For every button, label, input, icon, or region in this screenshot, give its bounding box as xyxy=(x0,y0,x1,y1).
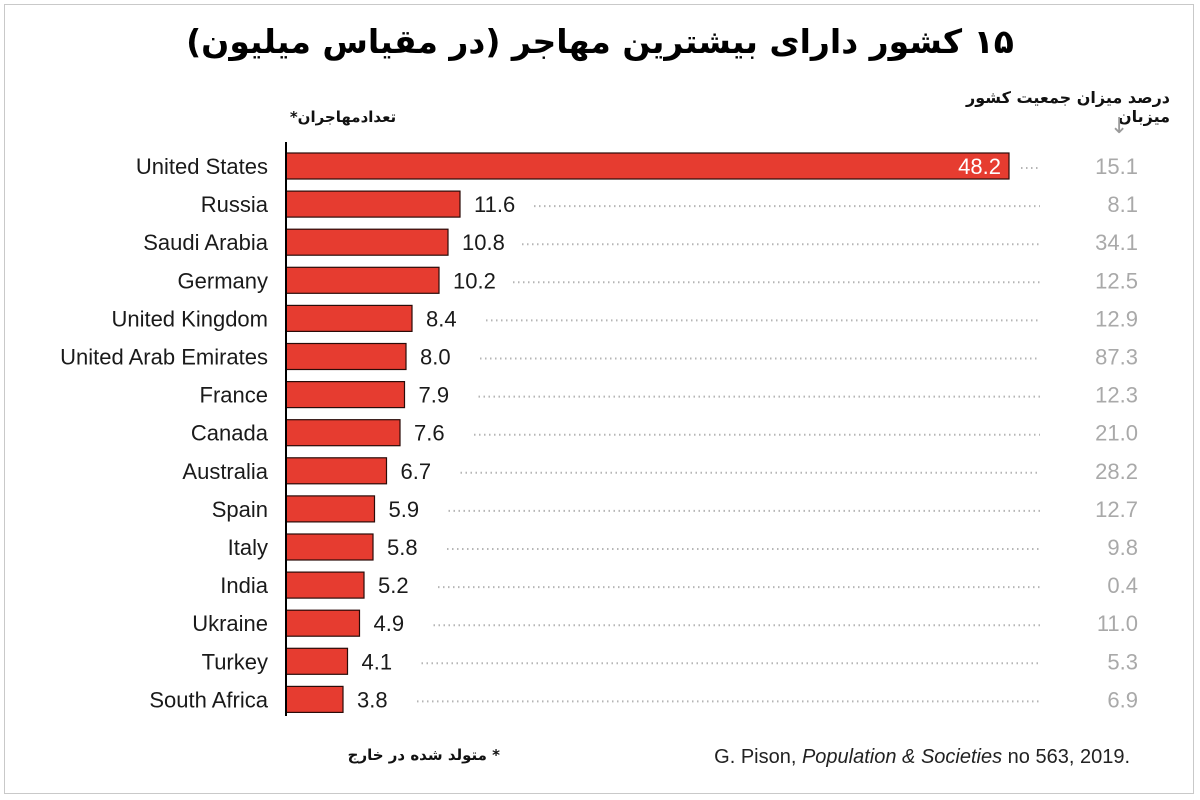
percent-label: 34.1 xyxy=(1095,230,1138,255)
down-arrow-icon: ↓ xyxy=(1110,114,1129,139)
value-label: 10.2 xyxy=(453,268,496,293)
percent-label: 8.1 xyxy=(1107,192,1138,217)
bar xyxy=(285,190,461,218)
category-label: South Africa xyxy=(149,687,268,712)
percent-label: 12.9 xyxy=(1095,306,1138,331)
value-label: 5.2 xyxy=(378,573,409,598)
percent-label: 12.7 xyxy=(1095,497,1138,522)
category-label: Ukraine xyxy=(192,611,268,636)
bar xyxy=(285,571,365,599)
value-label: 8.4 xyxy=(426,306,457,331)
percent-label: 12.5 xyxy=(1095,268,1138,293)
bar xyxy=(285,609,361,637)
value-label: 4.1 xyxy=(362,649,393,674)
chart-frame xyxy=(4,4,1194,794)
chart-title: ۱۵ کشور دارای بیشترین مهاجر (در مقیاس می… xyxy=(186,22,1014,61)
value-label: 5.8 xyxy=(387,535,418,560)
percent-label: 9.8 xyxy=(1107,535,1138,560)
category-label: India xyxy=(220,573,268,598)
category-label: United Kingdom xyxy=(111,306,268,331)
bar xyxy=(285,419,401,447)
bar xyxy=(285,381,406,409)
value-label: 3.8 xyxy=(357,687,388,712)
percent-column-header: درصد میزان جمعیت کشور میزبان xyxy=(966,88,1170,126)
bar xyxy=(285,228,449,256)
category-label: Turkey xyxy=(202,649,268,674)
value-label: 8.0 xyxy=(420,345,451,370)
percent-label: 21.0 xyxy=(1095,421,1138,446)
percent-label: 12.3 xyxy=(1095,383,1138,408)
bar xyxy=(285,647,349,675)
source-citation: G. Pison, Population & Societies no 563,… xyxy=(714,746,1130,768)
value-column-header: تعدادمهاجران* xyxy=(289,108,397,126)
percent-label: 6.9 xyxy=(1107,687,1138,712)
value-label: 10.8 xyxy=(462,230,505,255)
category-label: United States xyxy=(136,154,268,179)
bar xyxy=(285,266,440,294)
percent-label: 87.3 xyxy=(1095,345,1138,370)
footnote: * متولد شده در خارج xyxy=(347,746,500,764)
bar xyxy=(285,495,376,523)
category-label: Australia xyxy=(182,459,268,484)
percent-label: 15.1 xyxy=(1095,154,1138,179)
category-label: United Arab Emirates xyxy=(60,345,268,370)
bar xyxy=(285,685,344,714)
value-label: 7.6 xyxy=(414,421,445,446)
bar xyxy=(285,152,1010,180)
percent-label: 5.3 xyxy=(1107,649,1138,674)
category-label: Spain xyxy=(212,497,268,522)
bar xyxy=(285,304,413,332)
bar xyxy=(285,342,407,371)
category-label: Germany xyxy=(178,268,268,293)
percent-label: 11.0 xyxy=(1097,611,1138,636)
category-label: Canada xyxy=(191,421,269,446)
percent-label: 0.4 xyxy=(1107,573,1138,598)
value-label: 48.2 xyxy=(958,154,1001,179)
value-label: 5.9 xyxy=(389,497,420,522)
category-label: Russia xyxy=(201,192,269,217)
bar xyxy=(285,457,388,485)
value-label: 7.9 xyxy=(419,383,450,408)
category-label: France xyxy=(200,383,268,408)
value-label: 6.7 xyxy=(401,459,432,484)
value-label: 11.6 xyxy=(474,192,515,217)
category-label: Saudi Arabia xyxy=(143,230,269,255)
bar xyxy=(285,533,374,561)
value-label: 4.9 xyxy=(374,611,405,636)
category-label: Italy xyxy=(228,535,268,560)
percent-label: 28.2 xyxy=(1095,459,1138,484)
